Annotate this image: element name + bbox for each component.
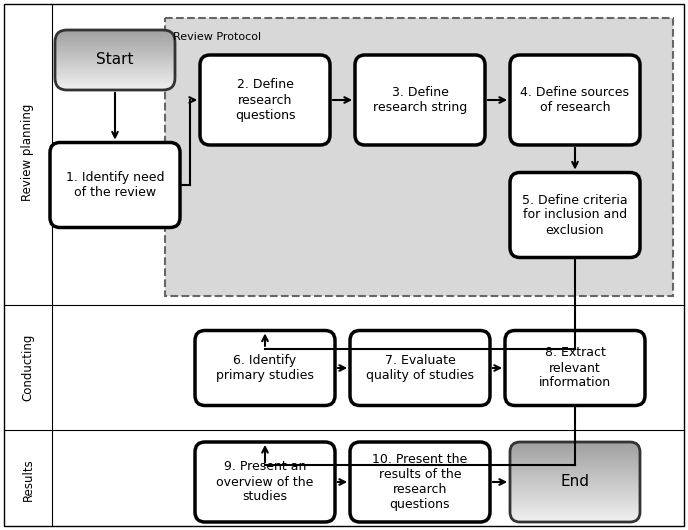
Text: End: End (561, 474, 590, 490)
Text: 5. Define criteria
for inclusion and
exclusion: 5. Define criteria for inclusion and exc… (522, 193, 628, 236)
FancyBboxPatch shape (505, 331, 645, 405)
FancyBboxPatch shape (355, 55, 485, 145)
FancyBboxPatch shape (510, 172, 640, 258)
Text: Conducting: Conducting (21, 334, 34, 401)
FancyBboxPatch shape (195, 331, 335, 405)
Text: 1. Identify need
of the review: 1. Identify need of the review (66, 171, 164, 199)
FancyBboxPatch shape (195, 442, 335, 522)
Text: 8. Extract
relevant
information: 8. Extract relevant information (539, 347, 611, 390)
FancyBboxPatch shape (50, 143, 180, 227)
Text: Review planning: Review planning (21, 104, 34, 201)
FancyBboxPatch shape (510, 55, 640, 145)
Text: 3. Define
research string: 3. Define research string (373, 86, 467, 114)
Text: Start: Start (96, 52, 133, 67)
FancyBboxPatch shape (200, 55, 330, 145)
Text: 6. Identify
primary studies: 6. Identify primary studies (216, 354, 314, 382)
Text: 10. Present the
results of the
research
questions: 10. Present the results of the research … (372, 453, 468, 511)
Text: 7. Evaluate
quality of studies: 7. Evaluate quality of studies (366, 354, 474, 382)
Text: 4. Define sources
of research: 4. Define sources of research (521, 86, 630, 114)
Text: 9. Present an
overview of the
studies: 9. Present an overview of the studies (216, 461, 314, 504)
Text: Results: Results (21, 458, 34, 501)
Text: 2. Define
research
questions: 2. Define research questions (235, 78, 295, 121)
FancyBboxPatch shape (350, 442, 490, 522)
FancyBboxPatch shape (350, 331, 490, 405)
Text: Review Protocol: Review Protocol (173, 32, 261, 42)
Bar (165, 18, 673, 296)
